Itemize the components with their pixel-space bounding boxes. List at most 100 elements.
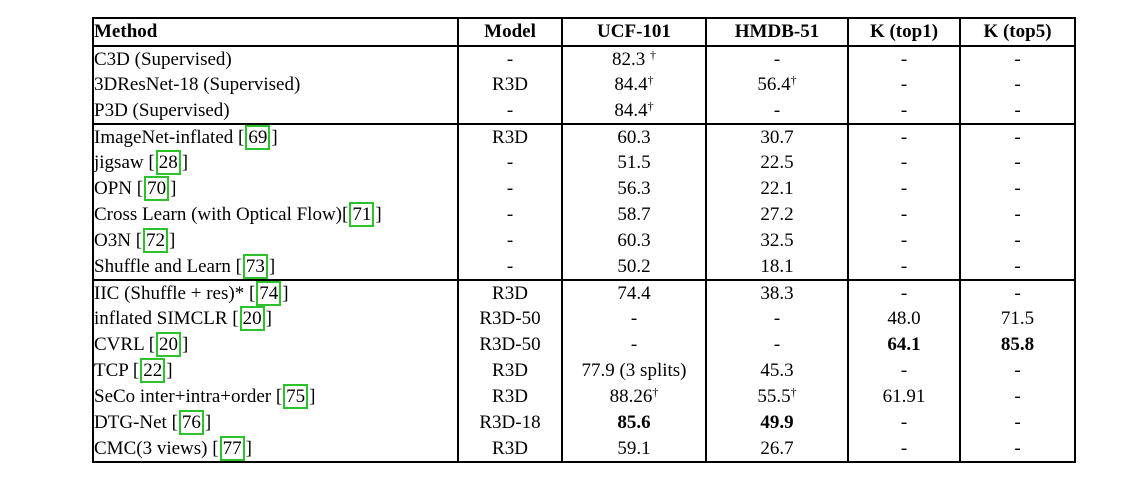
value-cell: R3D-50 xyxy=(457,332,563,358)
value-cell: - xyxy=(847,410,961,436)
value-cell: - xyxy=(847,358,961,384)
dagger-mark: † xyxy=(647,98,654,113)
table-row: jigsaw [28] -51.5 22.5- - xyxy=(92,150,1076,176)
value-cell: 85.6 xyxy=(561,410,707,436)
value-cell: 50.2 xyxy=(561,254,707,280)
value-cell: - xyxy=(847,228,961,254)
value-cell: - xyxy=(959,124,1076,150)
table-row: DTG-Net [76] R3D-18 85.6 49.9- - xyxy=(92,410,1076,436)
value-cell: 45.3 xyxy=(705,358,849,384)
method-cell: CVRL [20] xyxy=(92,332,459,358)
value-cell: R3D xyxy=(457,384,563,410)
table-row: Cross Learn (with Optical Flow)[71] -58.7… xyxy=(92,202,1076,228)
value-cell: 26.7 xyxy=(705,436,849,462)
table-row: 3DResNet-18 (Supervised) R3D 84.4† 56.4† - - xyxy=(92,72,1076,98)
citation-link[interactable]: 73 xyxy=(242,254,268,279)
value-cell: - xyxy=(959,46,1076,72)
value-cell: 58.7 xyxy=(561,202,707,228)
value-cell: 77.9 (3 splits) xyxy=(561,358,707,384)
table-row: Shuffle and Learn [73] -50.2 18.1- - xyxy=(92,254,1076,280)
value-cell: R3D xyxy=(457,72,563,98)
value-cell: 38.3 xyxy=(705,280,849,306)
table-row: OPN [70] -56.3 22.1- - xyxy=(92,176,1076,202)
value-cell: R3D-50 xyxy=(457,306,563,332)
citation-link[interactable]: 20 xyxy=(239,306,265,331)
citation-link[interactable]: 71 xyxy=(349,202,375,227)
value-cell: - xyxy=(959,98,1076,124)
dagger-mark: † xyxy=(790,73,797,87)
citation-link[interactable]: 74 xyxy=(256,280,282,306)
value-cell: 85.8 xyxy=(959,332,1076,358)
value-cell: - xyxy=(959,72,1076,98)
value-cell: - xyxy=(959,358,1076,384)
value-cell: - xyxy=(959,436,1076,462)
value-cell: R3D xyxy=(457,436,563,462)
table-row: CMC(3 views) [77] R3D 59.1 26.7- - xyxy=(92,436,1076,462)
column-header-hmdb51: HMDB-51 xyxy=(705,18,849,46)
dagger-mark: † xyxy=(647,73,654,87)
value-cell: - xyxy=(705,46,849,72)
value-cell: 27.2 xyxy=(705,202,849,228)
dagger-mark: † xyxy=(650,47,656,62)
citation-link[interactable]: 70 xyxy=(144,176,170,201)
value-cell: - xyxy=(847,150,961,176)
value-cell: 74.4 xyxy=(561,280,707,306)
value-cell: 71.5 xyxy=(959,306,1076,332)
method-cell: CMC(3 views) [77] xyxy=(92,436,459,462)
value-cell: 22.1 xyxy=(705,176,849,202)
method-cell: SeCo inter+intra+order [75] xyxy=(92,384,459,410)
value-cell: 88.26† xyxy=(561,384,707,410)
column-header-method: Method xyxy=(92,18,459,46)
value-cell: - xyxy=(457,254,563,280)
value-cell: - xyxy=(457,228,563,254)
citation-link[interactable]: 75 xyxy=(283,384,309,409)
table-group-2: ImageNet-inflated [69] R3D 60.3 30.7- - jigsa… xyxy=(92,124,1076,280)
value-cell: 49.9 xyxy=(705,410,849,436)
value-cell: - xyxy=(847,436,961,462)
value-cell: 60.3 xyxy=(561,228,707,254)
citation-link[interactable]: 22 xyxy=(140,358,166,383)
value-cell: 64.1 xyxy=(847,332,961,358)
citation-link[interactable]: 72 xyxy=(143,228,169,253)
column-header-k-top5: K (top5) xyxy=(959,18,1076,46)
method-cell: 3DResNet-18 (Supervised) xyxy=(92,72,459,98)
column-header-model: Model xyxy=(457,18,563,46)
method-cell: C3D (Supervised) xyxy=(92,46,459,72)
value-cell: - xyxy=(847,280,961,306)
value-cell: - xyxy=(457,202,563,228)
value-cell: 30.7 xyxy=(705,124,849,150)
value-cell: 22.5 xyxy=(705,150,849,176)
value-cell: 60.3 xyxy=(561,124,707,150)
value-cell: - xyxy=(959,410,1076,436)
dagger-mark: † xyxy=(652,385,659,399)
value-cell: R3D xyxy=(457,124,563,150)
value-cell: 18.1 xyxy=(705,254,849,280)
value-cell: - xyxy=(847,72,961,98)
value-cell: R3D xyxy=(457,358,563,384)
table-row: TCP [22] R3D 77.9 (3 splits) 45.3- - xyxy=(92,358,1076,384)
table-row: C3D (Supervised) -82.3 † - - - xyxy=(92,46,1076,72)
value-cell: 55.5† xyxy=(705,384,849,410)
value-cell: - xyxy=(457,46,563,72)
method-cell: jigsaw [28] xyxy=(92,150,459,176)
column-header-k-top1: K (top1) xyxy=(847,18,961,46)
value-cell: - xyxy=(705,332,849,358)
method-cell: O3N [72] xyxy=(92,228,459,254)
citation-link[interactable]: 69 xyxy=(245,124,271,150)
value-cell: - xyxy=(561,306,707,332)
citation-link[interactable]: 77 xyxy=(219,436,245,461)
citation-link[interactable]: 76 xyxy=(178,410,204,435)
citation-link[interactable]: 28 xyxy=(155,150,181,175)
table-row: ImageNet-inflated [69] R3D 60.3 30.7- - xyxy=(92,124,1076,150)
method-cell: Cross Learn (with Optical Flow)[71] xyxy=(92,202,459,228)
table-row: P3D (Supervised) -84.4† - - - xyxy=(92,98,1076,124)
value-cell: - xyxy=(959,384,1076,410)
value-cell: 84.4† xyxy=(561,72,707,98)
value-cell: - xyxy=(959,254,1076,280)
citation-link[interactable]: 20 xyxy=(156,332,182,357)
value-cell: 82.3 † xyxy=(561,46,707,72)
value-cell: - xyxy=(847,176,961,202)
method-cell: ImageNet-inflated [69] xyxy=(92,124,459,150)
table-row: SeCo inter+intra+order [75] R3D 88.26† 55.5… xyxy=(92,384,1076,410)
